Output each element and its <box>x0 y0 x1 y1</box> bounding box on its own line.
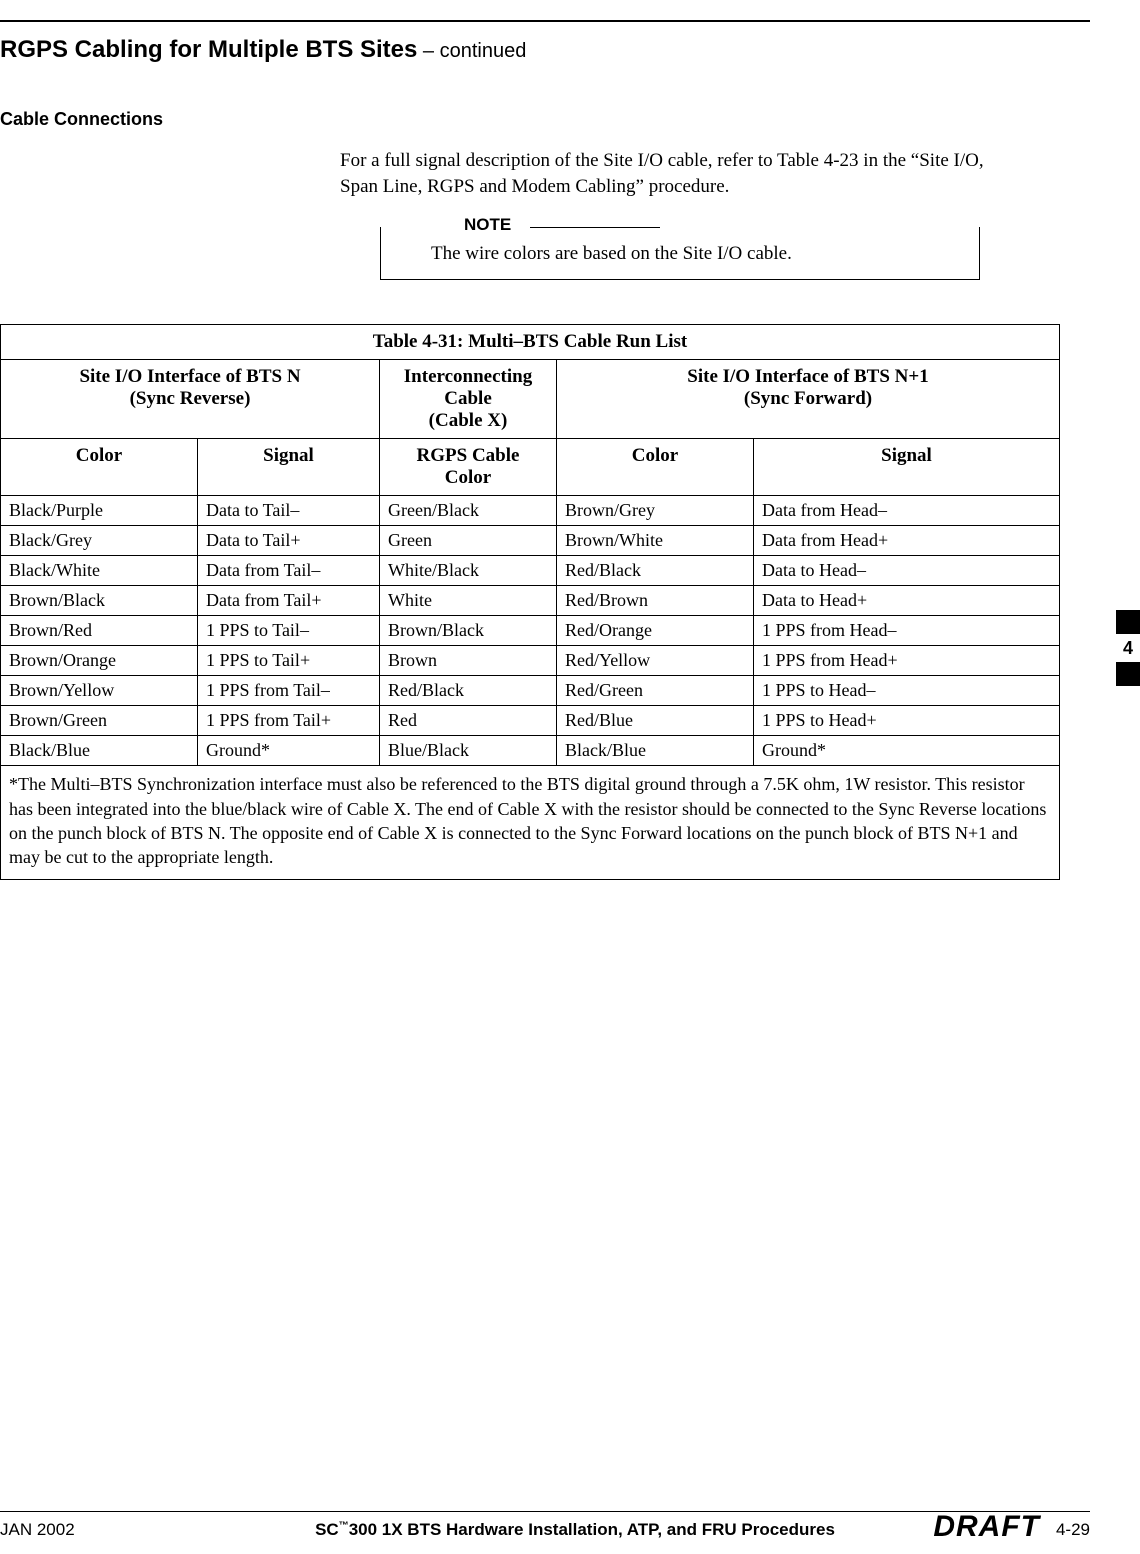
col-head-4: Color <box>557 439 754 496</box>
col-head-2: Signal <box>198 439 380 496</box>
chapter-tab: 4 <box>1116 610 1140 686</box>
table-footnote: *The Multi–BTS Synchronization interface… <box>1 766 1060 880</box>
title-main: RGPS Cabling for Multiple BTS Sites <box>0 36 417 63</box>
table-row: Black/Purple Data to Tail– Green/Black B… <box>1 496 1060 526</box>
footer-date: JAN 2002 <box>0 1520 160 1540</box>
table-row: Brown/Black Data from Tail+ White Red/Br… <box>1 586 1060 616</box>
footer-doc-title: SC™300 1X BTS Hardware Installation, ATP… <box>160 1520 990 1540</box>
table-row: Brown/Red 1 PPS to Tail– Brown/Black Red… <box>1 616 1060 646</box>
col-head-5: Signal <box>754 439 1060 496</box>
note-box: NOTE The wire colors are based on the Si… <box>380 227 980 280</box>
top-rule <box>0 20 1090 22</box>
page: RGPS Cabling for Multiple BTS Sites – co… <box>0 0 1140 1554</box>
page-footer: JAN 2002 SC™300 1X BTS Hardware Installa… <box>0 1511 1090 1540</box>
footer-rule <box>0 1511 1090 1512</box>
table-row: Brown/Green 1 PPS from Tail+ Red Red/Blu… <box>1 706 1060 736</box>
draft-watermark: DRAFT <box>933 1510 1040 1544</box>
caption-rest: Multi–BTS Cable Run List <box>463 331 687 352</box>
intro-paragraph: For a full signal description of the Sit… <box>340 148 1000 199</box>
tm-icon: ™ <box>339 1520 349 1531</box>
section-heading: Cable Connections <box>0 109 1090 130</box>
grp-head-3: Site I/O Interface of BTS N+1 (Sync Forw… <box>557 360 1060 439</box>
title-continued: – continued <box>417 40 526 62</box>
grp-head-1: Site I/O Interface of BTS N (Sync Revers… <box>1 360 380 439</box>
col-head-3: RGPS Cable Color <box>380 439 557 496</box>
table-row: Black/White Data from Tail– White/Black … <box>1 556 1060 586</box>
table-caption: Table 4-31: Multi–BTS Cable Run List <box>1 325 1060 360</box>
tab-number: 4 <box>1116 634 1140 662</box>
cable-table: Table 4-31: Multi–BTS Cable Run List Sit… <box>0 324 1060 880</box>
tab-block-top <box>1116 610 1140 634</box>
grp-head-2: Interconnecting Cable (Cable X) <box>380 360 557 439</box>
page-title: RGPS Cabling for Multiple BTS Sites – co… <box>0 28 1090 65</box>
tab-block-bottom <box>1116 662 1140 686</box>
caption-prefix: Table 4-31: <box>373 331 464 352</box>
note-top-rule <box>530 227 660 228</box>
note-label: NOTE <box>460 215 515 235</box>
table-row: Brown/Orange 1 PPS to Tail+ Brown Red/Ye… <box>1 646 1060 676</box>
col-head-1: Color <box>1 439 198 496</box>
table-row: Black/Grey Data to Tail+ Green Brown/Whi… <box>1 526 1060 556</box>
body-block: For a full signal description of the Sit… <box>340 148 1000 280</box>
table-row: Brown/Yellow 1 PPS from Tail– Red/Black … <box>1 676 1060 706</box>
table-row: Black/Blue Ground* Blue/Black Black/Blue… <box>1 736 1060 766</box>
